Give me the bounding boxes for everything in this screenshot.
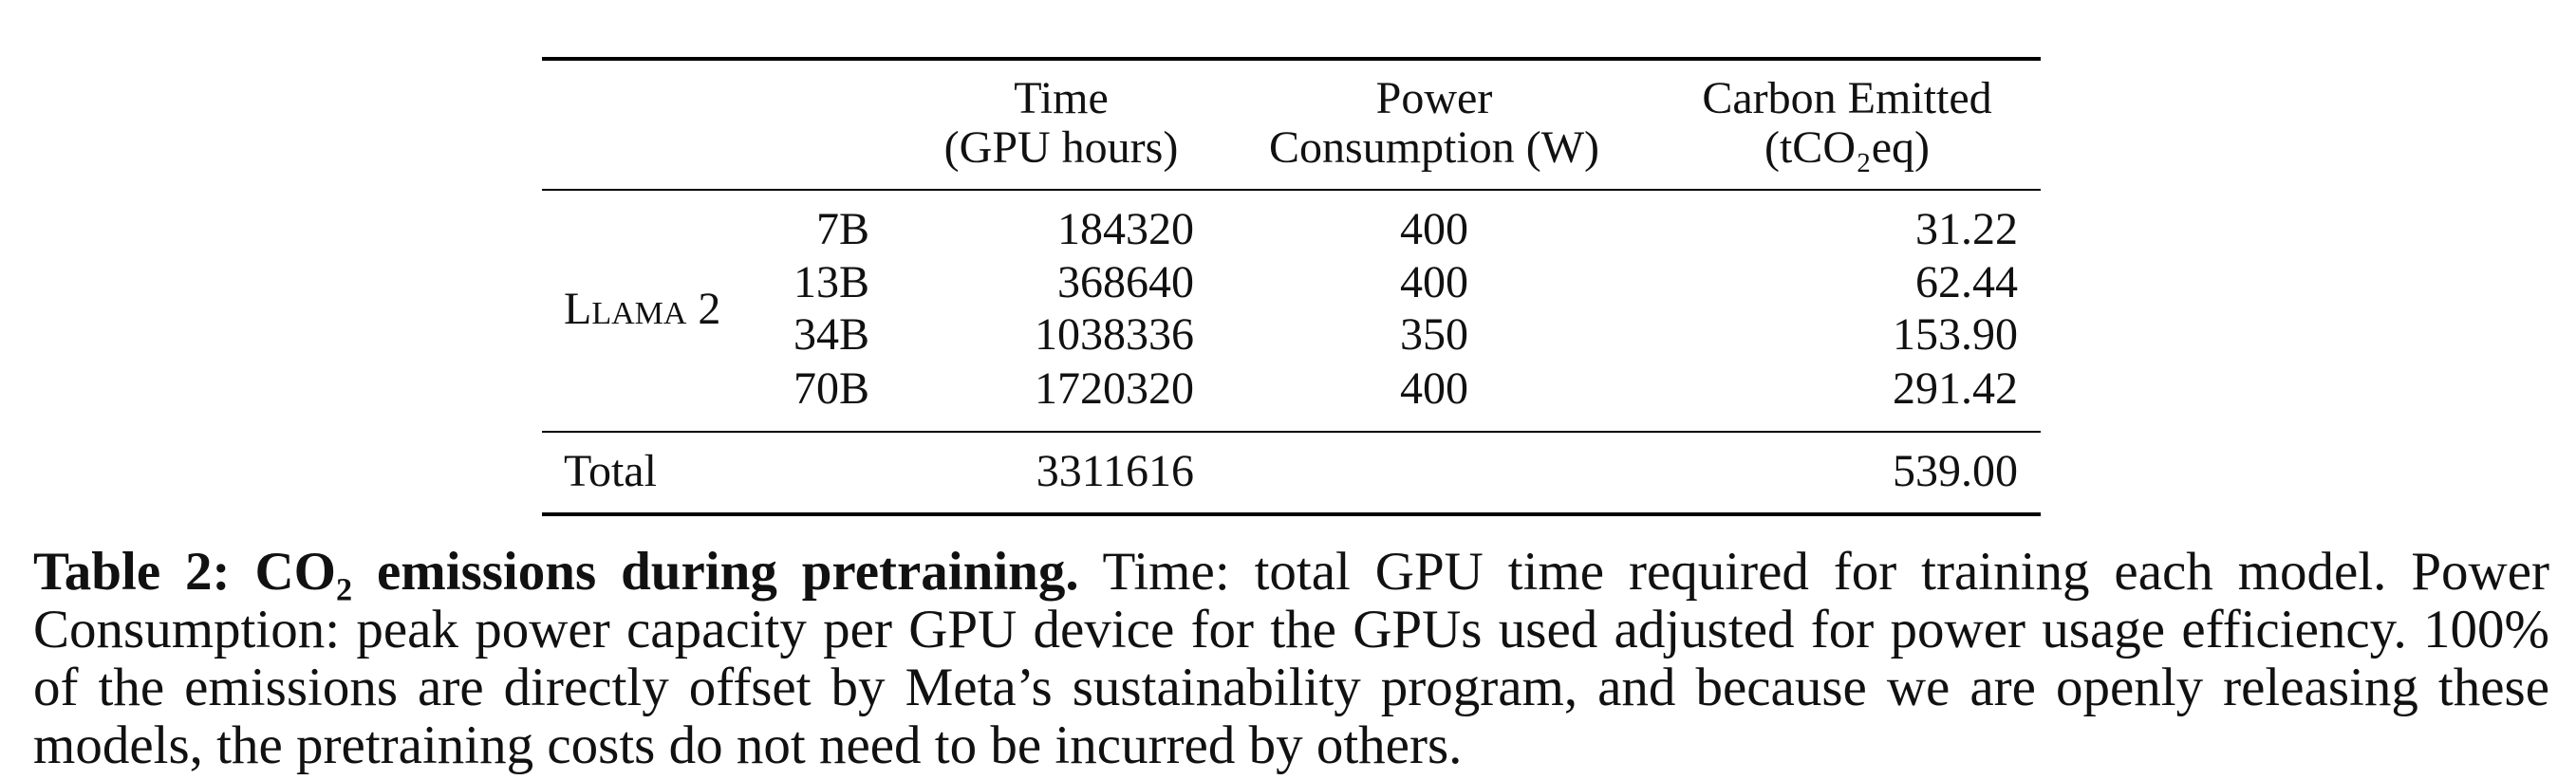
model-size: 70B xyxy=(793,363,869,414)
total-gpu-hours: 3311616 xyxy=(1036,446,1194,496)
column-header: Power xyxy=(1375,73,1493,123)
carbon: 31.22 xyxy=(1915,204,2018,254)
model-size: 7B xyxy=(815,204,869,254)
row-group: Llama 2 xyxy=(564,284,721,334)
caption: Table 2: CO₂ emissions during pretrainin… xyxy=(33,543,2549,774)
power: 400 xyxy=(1400,204,1468,254)
carbon: 62.44 xyxy=(1915,257,2018,307)
caption-text: Time: total GPU time required for traini… xyxy=(33,542,2550,775)
column-header: Carbon Emitted xyxy=(1702,73,1992,123)
mid-rule xyxy=(542,189,2041,191)
gpu-hours: 184320 xyxy=(1057,204,1194,254)
column-header: Consumption (W) xyxy=(1269,122,1599,173)
caption-title: Table 2: CO₂ emissions during pretrainin… xyxy=(33,542,1079,602)
model-size: 34B xyxy=(793,309,869,360)
model-size: 13B xyxy=(793,257,869,307)
bottom-rule xyxy=(542,512,2041,516)
gpu-hours: 368640 xyxy=(1057,257,1194,307)
power: 400 xyxy=(1400,363,1468,414)
total-carbon: 539.00 xyxy=(1893,446,2018,496)
gpu-hours: 1038336 xyxy=(1035,309,1194,360)
gpu-hours: 1720320 xyxy=(1035,363,1194,414)
power: 400 xyxy=(1400,257,1468,307)
carbon: 291.42 xyxy=(1893,363,2018,414)
column-header: (GPU hours) xyxy=(943,122,1179,173)
column-header: (tCO₂eq) xyxy=(1764,122,1931,173)
power: 350 xyxy=(1400,309,1468,360)
total-label: Total xyxy=(564,446,657,496)
carbon: 153.90 xyxy=(1893,309,2018,360)
total-rule xyxy=(542,431,2041,433)
top-rule xyxy=(542,57,2041,61)
column-header: Time xyxy=(1014,73,1109,123)
